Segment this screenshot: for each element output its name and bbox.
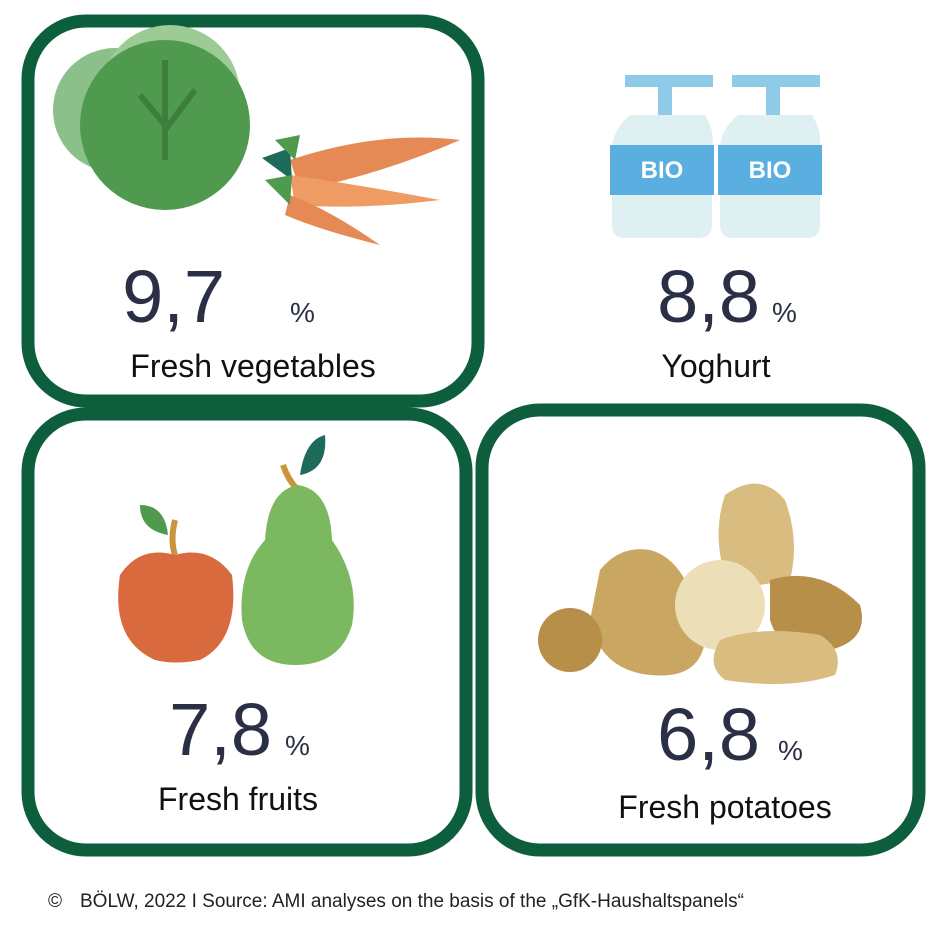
yoghurt-icon: BIO BIO: [610, 75, 822, 238]
bottle-label: BIO: [749, 157, 792, 184]
bottle-label: BIO: [641, 157, 684, 184]
label: Fresh potatoes: [618, 789, 831, 825]
value: 7,8: [169, 688, 272, 771]
label: Fresh vegetables: [130, 348, 375, 384]
infographic: BIO BIO 9,7 % Fresh vegetables 8,8 % Yog…: [0, 0, 935, 952]
page: {"items": [ {"value": "9,7", "unit": "%"…: [0, 0, 935, 952]
unit: %: [778, 735, 803, 766]
value: 6,8: [657, 693, 760, 776]
label: Yoghurt: [661, 348, 770, 384]
unit: %: [285, 730, 310, 761]
vegetables-icon: [53, 25, 460, 245]
unit: %: [772, 297, 797, 328]
footer-text: BÖLW, 2022 I Source: AMI analyses on the…: [80, 891, 744, 912]
value: 9,7: [122, 255, 225, 338]
potatoes-icon: [538, 484, 862, 684]
fruits-icon: [118, 435, 354, 665]
unit: %: [290, 297, 315, 328]
value: 8,8: [657, 255, 760, 338]
label: Fresh fruits: [158, 781, 318, 817]
footer-symbol: ©: [48, 891, 62, 912]
